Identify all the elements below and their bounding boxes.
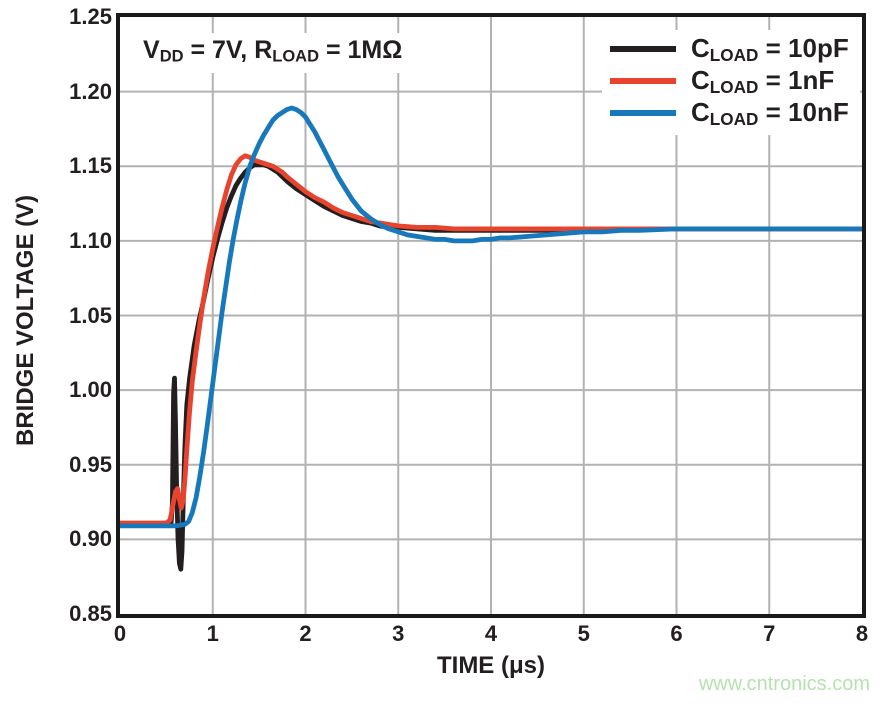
label-text: = 1nF <box>758 64 835 95</box>
x-tick-label-7: 7 <box>763 621 776 646</box>
x-tick-label-0: 0 <box>113 621 127 646</box>
legend-line-swatch <box>610 46 676 52</box>
label-text: = 7V, R <box>183 36 273 64</box>
x-tick-label-6: 6 <box>670 621 683 646</box>
label-text: C <box>691 32 710 63</box>
x-tick-label-2: 2 <box>299 621 312 646</box>
label-text: V <box>143 36 160 64</box>
trace-cload-10nf <box>117 105 865 529</box>
label-text: C <box>691 96 710 127</box>
test-conditions-annotation: VDD = 7V, RLOAD = 1MΩ <box>135 33 415 73</box>
x-tick-label-8: 8 <box>855 621 869 646</box>
y-tick-label-0.90: 0.90 <box>69 526 112 552</box>
y-tick-label-1.20: 1.20 <box>69 78 112 104</box>
legend-item: CLOAD = 10pF <box>602 33 860 65</box>
label-text: C <box>691 64 710 95</box>
x-tick-label-1: 1 <box>206 621 219 646</box>
subscript-text: LOAD <box>709 44 759 65</box>
y-tick-label-1.25: 1.25 <box>69 4 112 29</box>
legend-line-swatch <box>610 110 676 116</box>
watermark-text: www.cntronics.com <box>698 673 870 695</box>
legend-label: CLOAD = 1nF <box>691 65 834 98</box>
y-tick-label-1.10: 1.10 <box>69 227 112 253</box>
subscript-text: LOAD <box>709 76 759 97</box>
y-tick-label-0.95: 0.95 <box>69 451 112 477</box>
subscript-text: LOAD <box>272 47 320 66</box>
label-text: = 1MΩ <box>319 36 403 64</box>
legend: CLOAD = 10pF CLOAD = 1nF CLOAD = 10nF <box>602 30 860 135</box>
legend-item: CLOAD = 10nF <box>602 97 860 129</box>
y-tick-label-1.00: 1.00 <box>69 377 112 403</box>
label-text: = 10nF <box>758 96 849 127</box>
x-tick-label-5: 5 <box>577 621 590 646</box>
y-tick-label-1.15: 1.15 <box>69 153 112 179</box>
legend-label: CLOAD = 10pF <box>691 33 849 66</box>
legend-label: CLOAD = 10nF <box>691 97 849 130</box>
legend-item: CLOAD = 1nF <box>602 65 860 97</box>
y-tick-label-1.05: 1.05 <box>69 302 112 328</box>
x-axis-title: TIME (μs) <box>436 652 545 679</box>
label-text: = 10pF <box>758 32 849 63</box>
x-tick-label-4: 4 <box>484 621 498 646</box>
subscript-text: DD <box>159 47 184 66</box>
y-tick-label-0.85: 0.85 <box>69 601 112 626</box>
trace-cload-1nf <box>117 153 865 526</box>
legend-line-swatch <box>610 78 676 84</box>
plot-border <box>116 13 866 618</box>
subscript-text: LOAD <box>709 108 759 129</box>
x-tick-label-3: 3 <box>392 621 405 646</box>
y-axis-title: BRIDGE VOLTAGE (V) <box>12 194 39 446</box>
